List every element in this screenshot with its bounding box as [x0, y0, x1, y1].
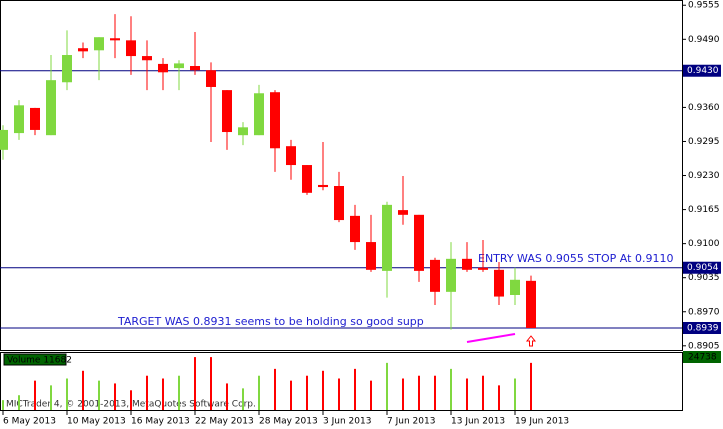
candle-body	[62, 55, 72, 83]
y-tick-label: 0.9360	[688, 103, 720, 113]
candle-body	[46, 80, 56, 136]
x-tick-label: 16 May 2013	[131, 417, 190, 427]
candle-body	[270, 92, 280, 149]
candle-body	[78, 48, 88, 52]
tick-box	[683, 351, 721, 363]
x-tick-label: 13 Jun 2013	[451, 417, 505, 427]
x-tick-label: 28 May 2013	[259, 417, 318, 427]
volume-label-box	[3, 353, 67, 366]
candle-body	[398, 210, 408, 215]
price-frame	[0, 0, 683, 351]
annotation: TARGET WAS 0.8931 seems to be holding so…	[117, 315, 424, 328]
candle-body	[222, 90, 232, 133]
volume-label: Volume 11682	[7, 356, 72, 366]
candle-body	[30, 107, 40, 130]
x-tick-label: 3 Jun 2013	[323, 417, 371, 427]
candle-body	[190, 66, 200, 71]
y-tick-label: 0.8970	[688, 307, 720, 317]
candle-body	[254, 93, 264, 136]
x-tick-label: 7 Jun 2013	[387, 417, 435, 427]
price-tag-label: 0.8939	[687, 323, 719, 333]
x-tick-label: 22 May 2013	[195, 417, 254, 427]
candle-body	[462, 258, 472, 270]
candle-body	[94, 37, 104, 51]
candle-body	[174, 63, 184, 69]
arrow-icon	[525, 335, 537, 347]
y-tick-label: 24738	[688, 353, 717, 363]
price-tag	[683, 261, 721, 274]
y-tick-label: 0.9555	[688, 1, 720, 11]
y-tick-label: 0.9295	[688, 137, 720, 147]
candle-body	[142, 56, 152, 61]
candle-body	[158, 63, 168, 73]
price-tag	[683, 321, 721, 334]
x-tick-label: 6 May 2013	[3, 417, 56, 427]
annotation: ENTRY WAS 0.9055 STOP At 0.9110	[478, 252, 673, 265]
candle-body	[526, 280, 536, 328]
y-tick-label: 0.9230	[688, 171, 720, 181]
candle-body	[126, 40, 136, 57]
candle-body	[494, 269, 504, 297]
x-tick-label: 19 Jun 2013	[515, 417, 569, 427]
candle-body	[286, 146, 296, 166]
candle-body	[334, 186, 344, 221]
candle-body	[350, 215, 360, 243]
price-tag	[683, 64, 721, 77]
x-tick-label: 10 May 2013	[67, 417, 126, 427]
candle-body	[430, 259, 440, 292]
y-tick-label: 0.8905	[688, 341, 720, 351]
volume-frame	[0, 352, 683, 411]
price-tag-label: 0.9430	[687, 66, 719, 76]
candle-body	[206, 70, 216, 87]
candle-body	[510, 279, 520, 295]
candle-body	[302, 165, 312, 193]
candle-body	[478, 267, 488, 270]
price-tag-label: 0.9054	[687, 263, 719, 273]
candle-body	[446, 258, 456, 292]
trend-line	[466, 333, 516, 343]
candle-body	[0, 129, 8, 150]
candle-body	[14, 105, 24, 134]
candle-body	[414, 214, 424, 271]
y-tick-label: 0.9165	[688, 205, 720, 215]
candle-body	[318, 184, 328, 188]
y-tick-label: 0.9100	[688, 239, 720, 249]
candle-body	[366, 242, 376, 270]
candle-body	[382, 204, 392, 271]
y-tick-label: 0.9490	[688, 35, 720, 45]
candle-body	[238, 127, 248, 136]
y-tick-label: 0.9035	[688, 273, 720, 283]
candle-body	[110, 38, 120, 41]
